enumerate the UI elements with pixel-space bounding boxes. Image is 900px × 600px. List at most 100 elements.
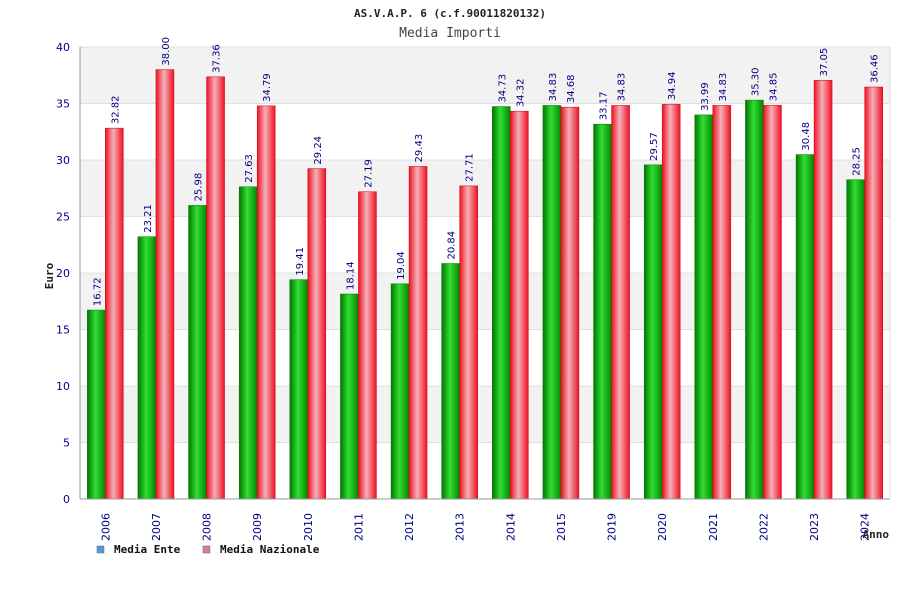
y-tick-label: 20	[56, 267, 70, 280]
data-label-media-ente-2022: 35.30	[750, 67, 761, 96]
x-tick-label-2020: 2020	[656, 513, 669, 541]
axes	[79, 47, 891, 500]
data-labels: 16.72 32.82 23.21 38.00 25.98 37.36 27.63 34.79…	[92, 37, 880, 306]
y-tick-label: 30	[56, 154, 70, 167]
bar-media-ente-2022	[745, 99, 764, 500]
bar-series	[87, 69, 883, 500]
bar-media-ente-2007	[137, 236, 157, 500]
data-label-media-ente-2010: 19.41	[295, 247, 306, 276]
data-label-media-ente-2007: 23.21	[143, 204, 154, 233]
data-label-media-nazionale-2006: 32.82	[110, 95, 121, 124]
data-label-media-ente-2020: 29.57	[649, 132, 660, 161]
x-tick-label-2008: 2008	[201, 513, 214, 541]
bar-media-ente-2023	[795, 154, 815, 500]
x-tick-label-2014: 2014	[504, 513, 517, 541]
y-tick-label: 40	[56, 41, 70, 54]
x-tick-label-2023: 2023	[808, 513, 821, 541]
legend-label-media-nazionale: Media Nazionale	[220, 543, 320, 556]
bar-media-ente-2010	[289, 279, 309, 500]
x-tick-label-2012: 2012	[403, 513, 416, 541]
bar-media-ente-2020	[643, 164, 663, 500]
bar-media-nazionale-2013	[459, 185, 478, 500]
chart-title: AS.V.A.P. 6 (c.f.90011820132)	[354, 7, 546, 20]
x-axis-label: Anno	[863, 528, 890, 541]
data-label-media-ente-2023: 30.48	[801, 122, 812, 151]
bar-media-nazionale-2012	[408, 166, 428, 500]
bar-media-nazionale-2010	[307, 168, 327, 500]
data-label-media-nazionale-2020: 34.94	[667, 72, 678, 101]
x-tick-label-2007: 2007	[150, 513, 163, 541]
data-label-media-nazionale-2009: 34.79	[262, 73, 273, 102]
data-label-media-nazionale-2007: 38.00	[161, 37, 172, 66]
data-label-media-ente-2014: 34.73	[497, 74, 508, 103]
data-label-media-nazionale-2024: 36.46	[870, 54, 881, 83]
x-tick-label-2006: 2006	[99, 513, 112, 541]
x-tick-label-2022: 2022	[757, 513, 770, 541]
legend-swatch-media-nazionale	[202, 545, 211, 554]
x-tick-labels: 2006 2007 2008 2009 2010 2011 2012 2013 2014 2015…	[99, 513, 871, 541]
bar-media-nazionale-2014	[510, 110, 529, 500]
bar-media-ente-2012	[390, 283, 410, 500]
y-tick-label: 5	[63, 437, 70, 450]
data-label-media-nazionale-2011: 27.19	[363, 159, 374, 188]
data-label-media-ente-2019: 33.17	[599, 92, 610, 121]
data-label-media-ente-2012: 19.04	[396, 251, 407, 280]
data-label-media-nazionale-2008: 37.36	[212, 44, 223, 73]
bar-media-ente-2014	[492, 106, 511, 500]
data-label-media-ente-2021: 33.99	[700, 82, 711, 111]
data-label-media-ente-2013: 20.84	[447, 231, 458, 260]
bar-media-nazionale-2008	[206, 76, 225, 500]
y-tick-labels: 0 5 10 15 20 25 30 35 40	[56, 41, 70, 506]
y-axis-label: Euro	[43, 262, 56, 289]
x-tick-label-2021: 2021	[707, 513, 720, 541]
bar-media-nazionale-2023	[813, 80, 833, 500]
x-tick-label-2024: 2024	[859, 513, 872, 541]
bar-media-ente-2024	[846, 179, 865, 500]
data-label-media-nazionale-2019: 34.83	[617, 73, 628, 102]
bar-media-ente-2019	[593, 123, 612, 500]
data-label-media-ente-2006: 16.72	[92, 277, 103, 306]
bar-media-nazionale-2021	[712, 105, 732, 500]
bar-media-nazionale-2006	[105, 127, 124, 500]
x-tick-label-2013: 2013	[454, 513, 467, 541]
x-tick-label-2011: 2011	[352, 513, 365, 541]
x-tick-label-2010: 2010	[302, 513, 315, 541]
bar-media-ente-2011	[340, 293, 359, 500]
bar-media-ente-2008	[188, 205, 207, 500]
data-label-media-nazionale-2021: 34.83	[718, 73, 729, 102]
data-label-media-ente-2024: 28.25	[852, 147, 863, 176]
x-tick-label-2019: 2019	[606, 513, 619, 541]
y-tick-label: 0	[63, 493, 70, 506]
bar-media-nazionale-2011	[358, 191, 377, 500]
data-label-media-nazionale-2023: 37.05	[819, 48, 830, 77]
bar-media-nazionale-2015	[560, 106, 580, 500]
data-label-media-ente-2011: 18.14	[345, 261, 356, 290]
bar-media-nazionale-2020	[661, 103, 681, 500]
data-label-media-nazionale-2013: 27.71	[465, 153, 476, 182]
bar-media-nazionale-2019	[611, 105, 630, 500]
y-tick-label: 15	[56, 324, 70, 337]
bar-media-nazionale-2009	[256, 105, 276, 500]
y-tick-label: 25	[56, 211, 70, 224]
data-label-media-nazionale-2010: 29.24	[313, 136, 324, 165]
chart-subtitle: Media Importi	[399, 26, 501, 41]
bar-media-nazionale-2024	[864, 86, 883, 500]
legend-label-media-ente: Media Ente	[114, 543, 181, 556]
bar-media-ente-2013	[441, 263, 460, 500]
bar-media-ente-2021	[694, 114, 714, 500]
bar-media-ente-2009	[238, 186, 258, 500]
y-tick-label: 35	[56, 98, 70, 111]
legend-swatch-media-ente	[96, 545, 105, 554]
data-label-media-nazionale-2015: 34.68	[566, 74, 577, 103]
bar-media-nazionale-2007	[155, 69, 175, 500]
data-label-media-ente-2015: 34.83	[548, 73, 559, 102]
bar-media-ente-2015	[542, 105, 562, 500]
data-label-media-ente-2008: 25.98	[194, 173, 205, 202]
data-label-media-nazionale-2012: 29.43	[414, 134, 425, 163]
data-label-media-nazionale-2014: 34.32	[515, 79, 526, 108]
data-label-media-ente-2009: 27.63	[244, 154, 255, 183]
x-tick-label-2009: 2009	[251, 513, 264, 541]
bar-media-ente-2006	[87, 309, 106, 500]
bar-media-nazionale-2022	[763, 104, 782, 500]
